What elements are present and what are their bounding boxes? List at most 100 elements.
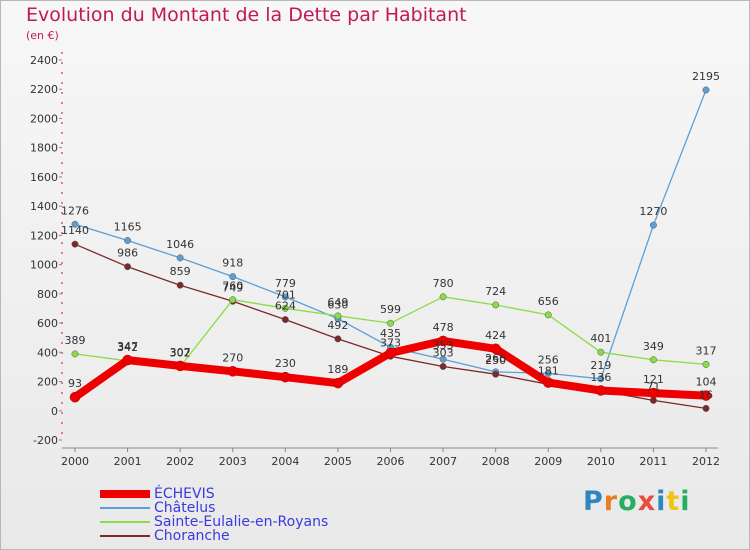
data-label: 16: [699, 388, 713, 401]
series-point-0: [543, 377, 554, 388]
data-label: 760: [222, 280, 243, 293]
x-tick-label: 2000: [61, 455, 89, 468]
series-point-3: [124, 263, 132, 271]
y-tick-label: 200: [37, 376, 58, 389]
data-label: 1140: [61, 224, 89, 237]
series-point-2: [439, 293, 447, 301]
data-label: 780: [433, 277, 454, 290]
data-label: 266: [485, 352, 506, 365]
series-point-3: [281, 316, 289, 324]
y-tick-label: 1400: [30, 200, 58, 213]
x-tick-label: 2008: [482, 455, 510, 468]
y-tick-label: 0: [51, 405, 58, 418]
series-point-3: [439, 363, 447, 370]
series-point-1: [597, 375, 605, 383]
y-tick-label: 2200: [30, 83, 58, 96]
series-point-1: [281, 293, 289, 301]
data-label: 630: [327, 299, 348, 312]
data-label: 373: [380, 336, 401, 349]
x-tick-label: 2009: [534, 455, 562, 468]
data-label: 749: [222, 281, 243, 294]
legend-label-chatelus: Châtelus: [154, 500, 216, 516]
data-label: 302: [170, 347, 191, 360]
logo-letter: t: [666, 486, 681, 517]
y-tick-label: 2000: [30, 112, 58, 125]
y-tick-label: 2400: [30, 54, 58, 67]
series-point-2: [334, 312, 342, 320]
legend-label-choranche: Choranche: [154, 528, 230, 544]
data-label: 250: [485, 354, 506, 367]
series-point-0: [69, 391, 81, 403]
series-point-1: [702, 86, 710, 94]
series-point-0: [174, 360, 186, 372]
x-tick-label: 2005: [324, 455, 352, 468]
data-label: 347: [117, 340, 138, 353]
data-label: 401: [590, 332, 611, 345]
data-label: 1165: [114, 221, 142, 234]
data-label: 389: [65, 334, 86, 347]
series-point-3: [702, 404, 710, 412]
data-label: 230: [275, 357, 296, 370]
data-label: 307: [170, 346, 191, 359]
data-label: 478: [433, 321, 454, 334]
data-label: 349: [643, 340, 664, 353]
series-point-2: [649, 356, 657, 364]
logo-letter: x: [637, 486, 657, 517]
data-label: 303: [433, 346, 454, 359]
series-point-1: [176, 254, 184, 262]
series-point-0: [437, 335, 449, 347]
legend-label-echevis: ÉCHEVIS: [154, 486, 215, 502]
series-point-1: [229, 273, 237, 281]
logo-letter: i: [656, 486, 667, 517]
series-point-2: [281, 304, 289, 312]
data-label: 435: [380, 327, 401, 340]
y-tick-label: 1200: [30, 229, 58, 242]
data-label: 93: [68, 377, 82, 390]
logo-letter: P: [583, 486, 604, 517]
y-tick-label: -200: [33, 434, 58, 447]
data-label: 599: [380, 303, 401, 316]
series-point-2: [71, 350, 79, 358]
y-tick-label: 1600: [30, 171, 58, 184]
logo-letter: r: [603, 486, 619, 517]
series-point-0: [122, 354, 133, 366]
series-point-3: [176, 281, 184, 289]
series-point-1: [439, 355, 447, 363]
data-label: 1270: [639, 205, 667, 218]
y-tick-label: 600: [37, 317, 58, 330]
data-label: 270: [222, 351, 243, 364]
x-tick-label: 2010: [587, 455, 615, 468]
series-point-0: [332, 377, 344, 389]
data-label: 2195: [692, 70, 720, 83]
data-label: 181: [538, 364, 559, 377]
data-label: 1276: [61, 204, 89, 217]
series-point-2: [702, 360, 710, 368]
x-tick-label: 2001: [114, 455, 142, 468]
data-label: 492: [327, 319, 348, 332]
data-label: 219: [590, 359, 611, 372]
x-tick-label: 2007: [429, 455, 457, 468]
data-label: 986: [117, 247, 138, 260]
proxiti-logo: Proxiti: [583, 486, 691, 517]
data-label: 918: [222, 257, 243, 270]
series-point-2: [597, 348, 605, 356]
data-label: 656: [538, 295, 559, 308]
series-point-0: [490, 343, 501, 355]
y-tick-label: 1800: [30, 142, 58, 155]
x-tick-label: 2002: [166, 455, 194, 468]
chart-subtitle: (en €): [26, 29, 59, 42]
series-point-1: [71, 220, 79, 228]
series-point-2: [229, 296, 237, 304]
x-tick-label: 2012: [692, 455, 720, 468]
data-label: 189: [327, 363, 348, 376]
series-point-2: [387, 319, 394, 327]
legend-label-sainte-eulalie: Sainte-Eulalie-en-Royans: [154, 514, 329, 530]
y-tick-label: 400: [37, 346, 58, 359]
data-label: 1046: [166, 238, 194, 251]
data-label: 779: [275, 277, 296, 290]
series-point-1: [544, 369, 552, 377]
y-tick-label: 1000: [30, 259, 58, 272]
data-label: 342: [117, 341, 138, 354]
